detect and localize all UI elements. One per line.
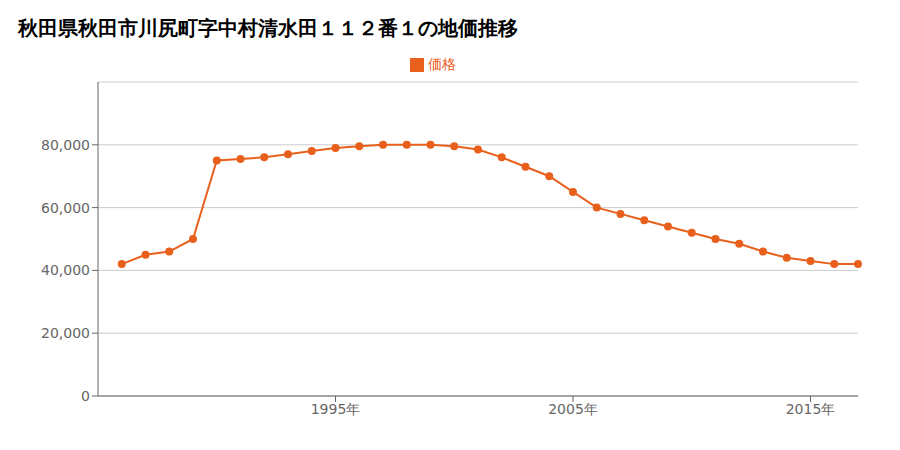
svg-text:80,000: 80,000: [41, 137, 90, 153]
svg-text:60,000: 60,000: [41, 200, 90, 216]
svg-text:2015年: 2015年: [786, 401, 836, 417]
svg-text:0: 0: [81, 388, 90, 404]
html-text:秋田県秋田市川尻町字中村清水田１１２番１の地価推移: 秋田県秋田市川尻町字中村清水田１１２番１の地価推移: [18, 16, 518, 40]
svg-text:40,000: 40,000: [41, 262, 90, 278]
svg-text:2005年: 2005年: [548, 401, 598, 417]
svg-text:1995年: 1995年: [311, 401, 361, 417]
html-text:価格: 価格: [428, 56, 456, 72]
svg-text:20,000: 20,000: [41, 325, 90, 341]
